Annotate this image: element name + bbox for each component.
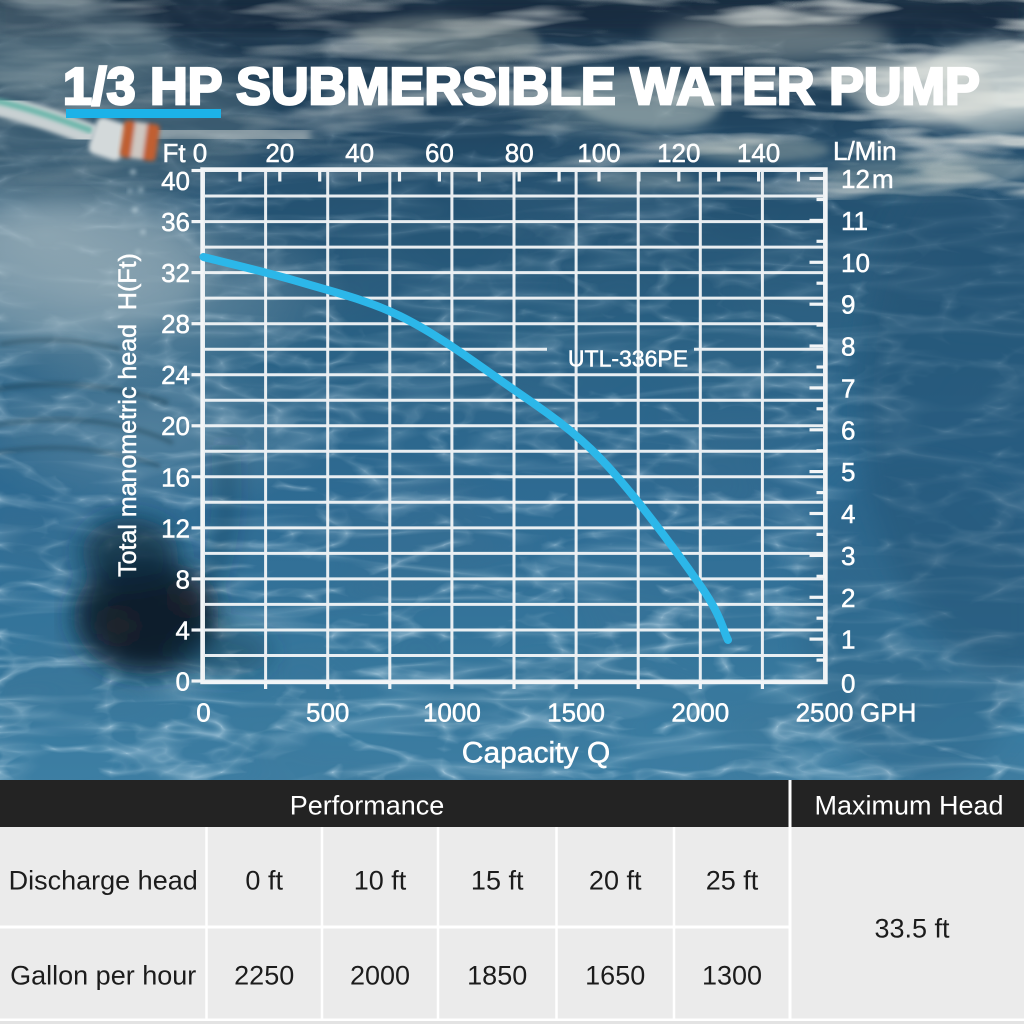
svg-text:12: 12 xyxy=(841,164,870,194)
svg-text:1300: 1300 xyxy=(702,961,762,991)
svg-text:60: 60 xyxy=(425,138,454,168)
svg-text:0: 0 xyxy=(841,669,855,699)
svg-text:24: 24 xyxy=(161,360,190,390)
svg-text:140: 140 xyxy=(737,138,780,168)
svg-text:0 ft: 0 ft xyxy=(245,866,283,896)
svg-text:40: 40 xyxy=(161,166,190,196)
svg-text:15 ft: 15 ft xyxy=(471,866,524,896)
svg-text:5: 5 xyxy=(841,457,855,487)
svg-text:4: 4 xyxy=(176,616,190,646)
svg-text:25 ft: 25 ft xyxy=(706,866,759,896)
svg-text:20 ft: 20 ft xyxy=(589,866,642,896)
svg-text:40: 40 xyxy=(345,138,374,168)
svg-text:7: 7 xyxy=(841,373,855,403)
svg-text:8: 8 xyxy=(841,332,855,362)
svg-text:m: m xyxy=(872,164,894,194)
svg-text:16: 16 xyxy=(161,462,190,492)
svg-text:2: 2 xyxy=(841,583,855,613)
svg-text:GPH: GPH xyxy=(860,698,916,728)
svg-text:L/Min: L/Min xyxy=(833,136,897,166)
svg-text:0: 0 xyxy=(176,667,190,697)
svg-text:Performance: Performance xyxy=(290,791,445,821)
svg-text:1850: 1850 xyxy=(467,961,527,991)
svg-text:28: 28 xyxy=(161,309,190,339)
svg-text:Gallon per hour: Gallon per hour xyxy=(10,961,196,991)
svg-text:Discharge head: Discharge head xyxy=(9,866,198,896)
svg-text:36: 36 xyxy=(161,207,190,237)
svg-text:2500: 2500 xyxy=(796,698,854,728)
svg-text:10 ft: 10 ft xyxy=(354,866,407,896)
svg-text:10: 10 xyxy=(841,248,870,278)
svg-text:80: 80 xyxy=(505,138,534,168)
svg-text:120: 120 xyxy=(657,138,700,168)
svg-text:0: 0 xyxy=(196,698,210,728)
svg-text:4: 4 xyxy=(841,499,855,529)
svg-text:12: 12 xyxy=(161,513,190,543)
svg-text:3: 3 xyxy=(841,541,855,571)
svg-text:Total manometric head H(Ft): Total manometric head H(Ft) xyxy=(114,253,142,577)
svg-text:11: 11 xyxy=(841,206,868,236)
svg-text:2000: 2000 xyxy=(350,961,410,991)
svg-text:6: 6 xyxy=(841,415,855,445)
svg-text:32: 32 xyxy=(161,258,190,288)
svg-text:UTL-336PE: UTL-336PE xyxy=(568,346,688,372)
svg-text:1000: 1000 xyxy=(423,698,481,728)
svg-text:8: 8 xyxy=(176,564,190,594)
svg-text:9: 9 xyxy=(841,290,855,320)
svg-text:100: 100 xyxy=(577,138,620,168)
svg-text:2250: 2250 xyxy=(234,961,294,991)
svg-text:1500: 1500 xyxy=(547,698,605,728)
svg-text:1650: 1650 xyxy=(585,961,645,991)
svg-text:0: 0 xyxy=(193,138,207,168)
svg-text:20: 20 xyxy=(161,411,190,441)
svg-text:20: 20 xyxy=(265,138,294,168)
svg-text:Capacity Q: Capacity Q xyxy=(462,737,610,770)
svg-text:Ft: Ft xyxy=(162,138,186,168)
svg-text:500: 500 xyxy=(306,698,349,728)
svg-text:2000: 2000 xyxy=(671,698,729,728)
svg-text:1: 1 xyxy=(841,625,855,655)
svg-text:33.5 ft: 33.5 ft xyxy=(874,914,950,944)
svg-text:Maximum Head: Maximum Head xyxy=(814,791,1003,821)
